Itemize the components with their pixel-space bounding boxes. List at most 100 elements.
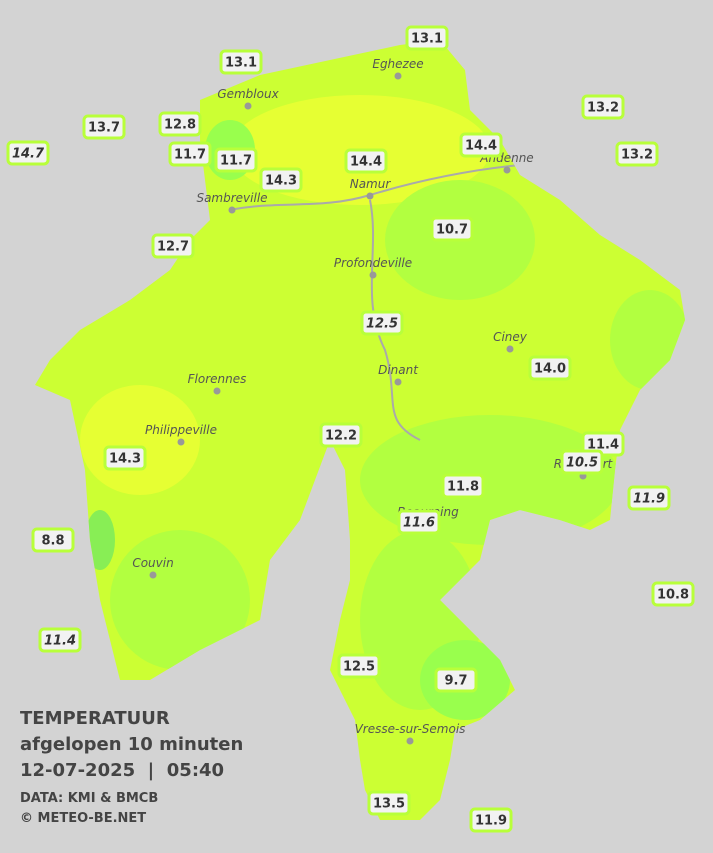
station: 9.7	[434, 667, 478, 693]
station-value: 13.7	[88, 121, 120, 136]
station: 12.7	[151, 233, 195, 259]
station: 11.7	[168, 141, 212, 167]
station: 11.9	[469, 807, 513, 833]
station-value: 10.5	[566, 456, 598, 471]
station-box	[319, 422, 363, 448]
station: 12.8	[158, 111, 202, 137]
station-value: 12.5	[343, 660, 375, 675]
station-box	[168, 141, 212, 167]
town-dot	[149, 571, 157, 579]
station-value: 14.7	[12, 147, 45, 162]
station-box	[434, 667, 478, 693]
station: 13.2	[581, 94, 625, 120]
station: 11.7	[214, 147, 258, 173]
station: 13.1	[219, 49, 263, 75]
station-box	[459, 132, 503, 158]
station-value: 14.4	[465, 139, 497, 154]
station: 13.7	[82, 114, 126, 140]
station-value: 14.0	[534, 362, 566, 377]
town-dot	[369, 271, 377, 279]
station: 14.4	[459, 132, 503, 158]
town-dot	[228, 206, 236, 214]
legend-copyright: © METEO-BE.NET	[20, 811, 146, 826]
station-box	[6, 140, 50, 166]
station-value: 11.4	[44, 634, 76, 649]
town-dot	[244, 102, 252, 110]
town-dot	[366, 192, 374, 200]
town-label: Dinant	[378, 363, 419, 377]
station-box	[360, 310, 404, 336]
town-label: Florennes	[188, 372, 247, 386]
legend-source: DATA: KMI & BMCB	[20, 791, 158, 806]
station-value: 13.1	[225, 56, 257, 71]
station: 14.4	[344, 148, 388, 174]
station-value: 8.8	[41, 534, 64, 549]
legend-datetime: 12-07-2025 | 05:40	[20, 760, 224, 781]
station: 12.5	[360, 310, 404, 336]
station: 14.0	[528, 355, 572, 381]
town-label: Gembloux	[217, 87, 279, 101]
station-value: 11.7	[174, 148, 206, 163]
station-box	[103, 445, 147, 471]
station-value: 12.7	[157, 240, 189, 255]
station: 13.1	[405, 25, 449, 51]
legend-subtitle: afgelopen 10 minuten	[20, 734, 243, 755]
station-box	[430, 216, 474, 242]
station-box	[219, 49, 263, 75]
town-dot	[406, 737, 414, 745]
station: 11.4	[38, 627, 82, 653]
station: 14.7	[6, 140, 50, 166]
station: 13.5	[367, 790, 411, 816]
station: 12.5	[337, 653, 381, 679]
station-value: 10.7	[436, 223, 468, 238]
station: 10.8	[651, 581, 695, 607]
station-value: 11.4	[587, 438, 619, 453]
town-label: Namur	[350, 177, 392, 191]
town-dot	[394, 378, 402, 386]
station-value: 13.2	[587, 101, 619, 116]
legend-title: TEMPERATUUR	[20, 708, 170, 729]
station-box	[367, 790, 411, 816]
town-dot	[506, 345, 514, 353]
town-label: Vresse-sur-Semois	[355, 722, 466, 736]
station: 11.6	[397, 509, 441, 535]
station: 12.2	[319, 422, 363, 448]
station: 11.9	[627, 485, 671, 511]
station-value: 11.9	[475, 814, 507, 829]
station: 13.2	[615, 141, 659, 167]
station-box	[214, 147, 258, 173]
station-value: 11.6	[403, 516, 435, 531]
town-label: Profondeville	[334, 256, 412, 270]
town-label: Ciney	[493, 330, 528, 344]
station-box	[469, 807, 513, 833]
station-box	[82, 114, 126, 140]
station: 10.7	[430, 216, 474, 242]
station-value: 14.3	[109, 452, 141, 467]
station-box	[158, 111, 202, 137]
station-value: 13.1	[411, 32, 443, 47]
station-box	[31, 527, 75, 553]
station-value: 12.8	[164, 118, 196, 133]
station-box	[344, 148, 388, 174]
station-value: 11.9	[633, 492, 665, 507]
town-label: Eghezee	[372, 57, 423, 71]
stations: 13.1 13.1 13.2 13.7 12.8 14.4 14.7 11.7 11.7 14.4…	[6, 25, 695, 833]
station-value: 13.2	[621, 148, 653, 163]
town-dot	[503, 166, 511, 174]
town-label: Couvin	[132, 556, 173, 570]
town-label: Sambreville	[196, 191, 267, 205]
station: 10.5	[560, 449, 604, 475]
station-box	[259, 167, 303, 193]
station-value: 13.5	[373, 797, 405, 812]
station: 11.8	[441, 473, 485, 499]
station-value: 12.2	[325, 429, 357, 444]
station-box	[615, 141, 659, 167]
station-box	[38, 627, 82, 653]
station: 8.8	[31, 527, 75, 553]
station-box	[337, 653, 381, 679]
station-value: 11.8	[447, 480, 479, 495]
station-box	[560, 449, 604, 475]
station-value: 9.7	[444, 674, 467, 689]
town-dot	[394, 72, 402, 80]
